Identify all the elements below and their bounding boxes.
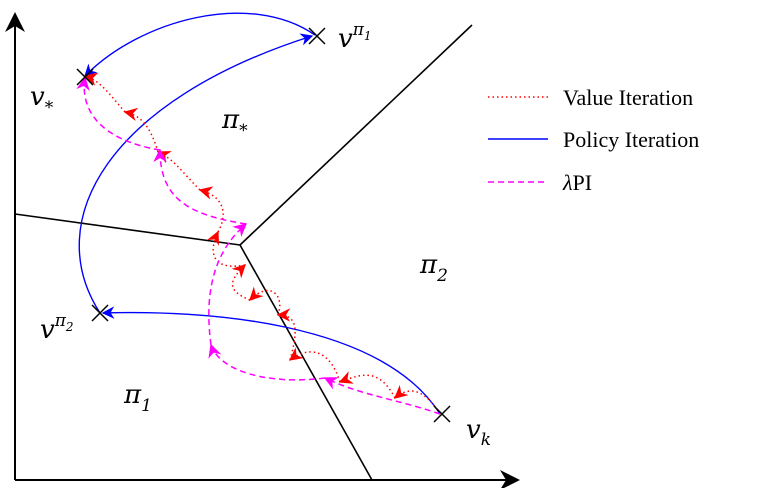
region-label-pi1: π1 [123, 380, 152, 416]
legend-label-lambda-pi: λPI [562, 170, 592, 195]
label-v-star: v* [30, 82, 54, 118]
label-v-pi2: vπ2 [40, 311, 74, 345]
boundary-left [14, 213, 241, 246]
point-marker-v-pi2 [91, 304, 109, 322]
value-iteration-path [83, 72, 441, 415]
legend: Value Iteration Policy Iteration λPI [488, 85, 699, 195]
policy-iteration-path [78, 12, 441, 415]
point-marker-v-pi1 [308, 27, 326, 45]
label-v-pi1: vπ1 [338, 20, 372, 54]
point-marker-v-star [76, 68, 94, 86]
label-v-k: vk [466, 415, 491, 450]
lambda-pi-path [76, 76, 441, 415]
region-label-pi2: π2 [419, 250, 448, 286]
boundary-upper-right [239, 24, 473, 246]
point-marker-v-k [433, 405, 451, 423]
legend-label-policy-iteration: Policy Iteration [563, 127, 699, 152]
region-label-pi-star: π* [221, 105, 248, 141]
boundary-lower [239, 244, 373, 481]
legend-label-value-iteration: Value Iteration [563, 85, 693, 110]
